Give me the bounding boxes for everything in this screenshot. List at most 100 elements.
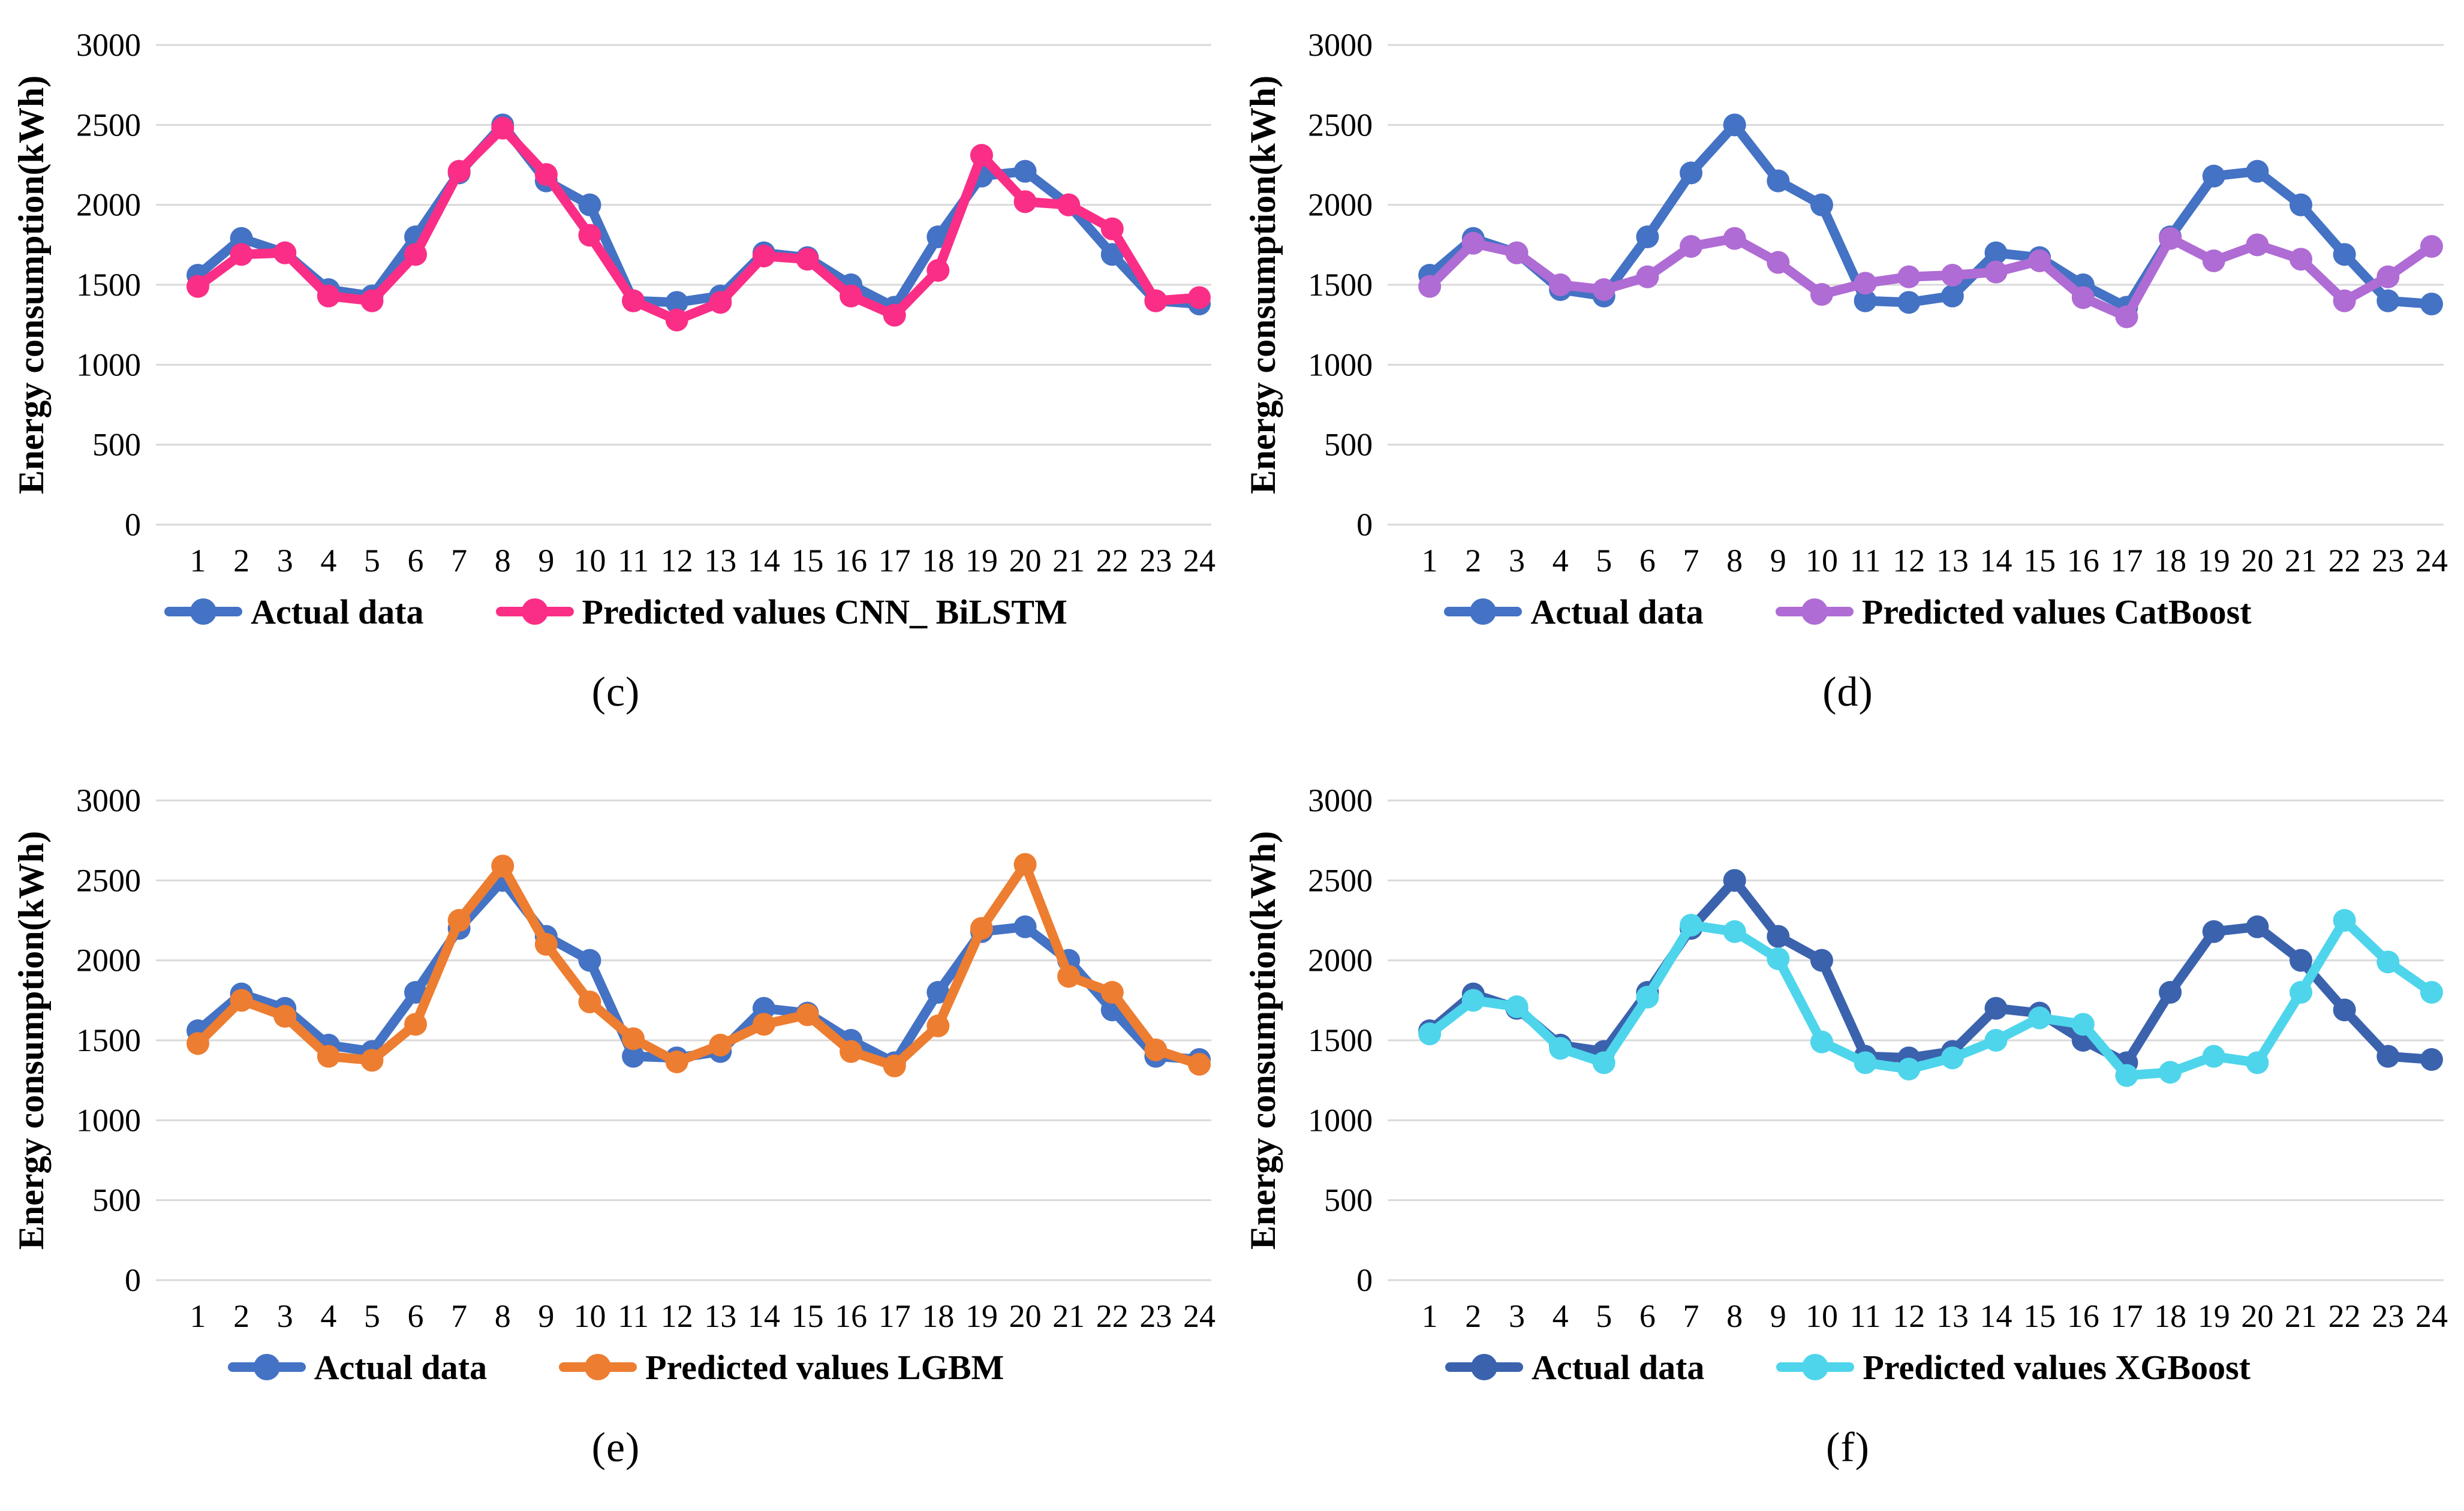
data-point <box>926 259 950 282</box>
data-point <box>2376 1045 2400 1068</box>
data-point <box>2420 293 2443 315</box>
x-axis-tick-label: 17 <box>2110 543 2143 576</box>
x-axis-tick-label: 8 <box>1726 1298 1743 1331</box>
x-axis-tick-label: 7 <box>451 1298 467 1331</box>
x-axis-tick-label: 18 <box>2154 1298 2186 1331</box>
x-axis-tick-label: 2 <box>233 543 249 576</box>
data-point <box>1549 273 1572 296</box>
data-point <box>1940 1046 1964 1070</box>
legend-dot-icon <box>1470 598 1497 625</box>
x-axis-tick-label: 12 <box>661 543 693 576</box>
data-point <box>1767 947 1790 970</box>
legend-label: Predicted values XGBoost <box>1863 1347 2251 1387</box>
data-point <box>2202 1045 2225 1068</box>
x-axis-tick-label: 10 <box>573 543 606 576</box>
x-axis-tick-label: 1 <box>190 543 206 576</box>
x-axis-tick-label: 18 <box>922 1298 954 1331</box>
data-point <box>2289 248 2313 271</box>
data-point <box>2333 998 2356 1022</box>
legend-marker-icon <box>164 598 243 625</box>
x-axis-tick-label: 24 <box>2415 1298 2448 1331</box>
x-axis-tick-label: 8 <box>495 543 511 576</box>
data-point <box>578 991 601 1013</box>
x-axis-tick-label: 5 <box>1596 1298 1612 1331</box>
data-point <box>1100 243 1124 266</box>
y-axis-tick-label: 2000 <box>1308 187 1373 223</box>
data-point <box>2246 1051 2269 1074</box>
data-point <box>622 1045 645 1068</box>
x-axis-tick-label: 10 <box>1806 1298 1838 1331</box>
x-axis-tick-label: 19 <box>2198 1298 2230 1331</box>
x-axis-tick-label: 5 <box>1596 543 1612 576</box>
x-axis-tick-label: 5 <box>364 543 380 576</box>
data-point <box>317 284 340 308</box>
caption-c: (c) <box>591 669 640 715</box>
x-axis-tick-label: 23 <box>1139 543 1172 576</box>
x-axis-tick-label: 9 <box>1770 543 1786 576</box>
legend-d: Actual data Predicted values CatBoost <box>1232 576 2464 648</box>
data-point <box>404 1013 428 1036</box>
x-axis-tick-label: 1 <box>1422 1298 1438 1331</box>
x-axis-tick-label: 2 <box>233 1298 249 1331</box>
chart-panel-e: 0 500 1000 1500 2000 2500 3000 Energy consumpti… <box>0 756 1232 1511</box>
x-axis-tick-label: 17 <box>2110 1298 2143 1331</box>
x-axis-tick-label: 16 <box>835 1298 867 1331</box>
data-point <box>883 303 906 327</box>
x-axis-tick-label: 22 <box>1096 543 1129 576</box>
x-axis-tick-label: 15 <box>2023 1298 2056 1331</box>
data-point <box>2159 227 2182 250</box>
data-point <box>578 224 601 247</box>
data-point <box>2159 1061 2182 1084</box>
y-axis-tick-label: 0 <box>1356 507 1373 543</box>
y-axis-title: Energy consumption(kWh) <box>11 76 51 494</box>
x-axis-tick-label: 3 <box>1509 1298 1525 1331</box>
data-point <box>578 193 601 216</box>
data-point <box>360 289 384 312</box>
data-point <box>1013 159 1037 183</box>
data-point <box>534 163 558 186</box>
x-axis-tick-label: 3 <box>1509 543 1525 576</box>
series-line-1 <box>193 859 1204 1071</box>
y-axis-tick-label: 2500 <box>1308 862 1373 898</box>
legend-item: Actual data <box>164 592 424 632</box>
legend-marker-icon <box>1445 1354 1524 1380</box>
x-axis-tick-label: 23 <box>1139 1298 1172 1331</box>
x-axis-tick-label: 13 <box>1936 543 1969 576</box>
y-axis-tick-label: 2000 <box>76 943 141 979</box>
data-point <box>1940 264 1964 287</box>
data-point <box>2333 243 2356 266</box>
legend-c: Actual data Predicted values CNN_ BiLSTM <box>0 576 1232 648</box>
legend-label: Actual data <box>251 592 424 631</box>
x-axis-tick-label: 4 <box>1553 543 1569 576</box>
x-axis-tick-label: 24 <box>1183 543 1216 576</box>
x-axis-tick-label: 6 <box>408 1298 424 1331</box>
data-point <box>2420 1048 2443 1071</box>
line-chart-f: 0 500 1000 1500 2000 2500 3000 Energy consumpti… <box>1243 782 2448 1331</box>
x-axis-tick-label: 15 <box>2023 543 2056 576</box>
x-axis-tick-label: 15 <box>792 543 824 576</box>
x-axis-tick-label: 4 <box>320 1298 336 1331</box>
y-axis-tick-label: 1000 <box>1308 347 1373 383</box>
y-axis-tick-label: 0 <box>1356 1262 1373 1298</box>
data-point <box>2246 915 2269 938</box>
data-point <box>2202 920 2225 943</box>
legend-item: Predicted values CNN_ BiLSTM <box>495 592 1067 632</box>
data-point <box>665 308 688 332</box>
y-axis-title: Energy consumption(kWh) <box>1243 76 1283 494</box>
y-axis-tick-label: 3000 <box>1308 782 1373 818</box>
data-point <box>2420 235 2443 258</box>
data-point <box>360 1049 384 1072</box>
data-point <box>2333 289 2356 312</box>
caption-e: (e) <box>591 1425 640 1471</box>
legend-label: Actual data <box>1530 592 1704 631</box>
data-point <box>1188 286 1211 309</box>
data-point <box>2289 981 2313 1004</box>
data-point <box>186 275 209 298</box>
x-axis-tick-label: 20 <box>2241 543 2273 576</box>
data-point <box>1680 235 1703 258</box>
legend-e: Actual data Predicted values LGBM <box>0 1331 1232 1403</box>
data-point <box>2246 233 2269 257</box>
x-axis-tick-label: 6 <box>1639 543 1656 576</box>
legend-label: Predicted values CNN_ BiLSTM <box>582 592 1067 631</box>
y-axis-title: Energy consumption(kWh) <box>1243 831 1283 1250</box>
